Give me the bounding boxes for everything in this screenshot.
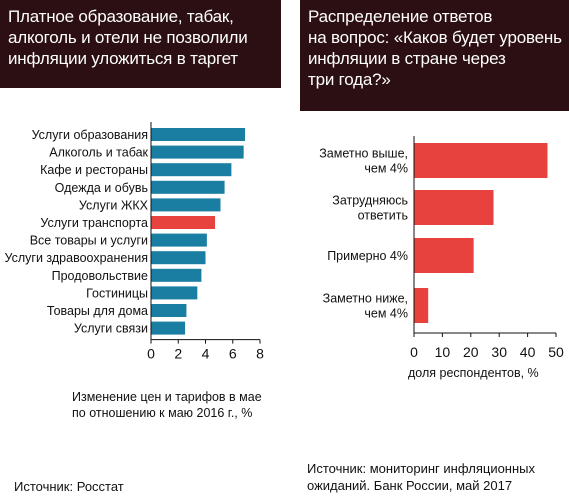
left-x-tick-label: 0: [147, 346, 155, 362]
left-x-tick-label: 2: [174, 346, 182, 362]
left-category-label: Одежда и обувь: [55, 181, 148, 195]
left-x-axis-label-line: Изменение цен и тарифов в мае: [72, 390, 262, 404]
left-category-label: Продовольствие: [52, 269, 148, 283]
right-category-label: чем 4%: [364, 162, 408, 176]
left-category-label: Услуги связи: [74, 322, 148, 336]
right-chart-title: Распределение ответов на вопрос: «Каков …: [300, 0, 569, 111]
right-bar: [414, 190, 494, 225]
left-bar: [151, 128, 246, 141]
right-x-tick-label: 30: [491, 344, 507, 360]
left-bar: [151, 163, 232, 177]
left-source-text: Источник: Росстат: [14, 479, 124, 494]
left-category-label: Услуги ЖКХ: [79, 198, 149, 212]
left-category-label: Все товары и услуги: [30, 234, 148, 248]
left-panel: Платное образование, табак, алкоголь и о…: [0, 0, 281, 500]
left-bar: [151, 233, 207, 247]
right-x-tick-label: 10: [435, 344, 451, 360]
left-category-label: Гостиницы: [86, 286, 148, 300]
right-category-label: чем 4%: [364, 307, 408, 321]
right-category-label: Примерно 4%: [327, 249, 408, 263]
right-x-tick-label: 20: [463, 344, 479, 360]
right-x-tick-label: 50: [548, 344, 564, 360]
right-category-label: Затрудняюсь: [332, 194, 408, 208]
right-x-tick-label: 40: [520, 344, 536, 360]
left-title-line: Платное образование, табак,: [8, 7, 234, 26]
left-category-label: Услуги образования: [32, 128, 148, 142]
left-bar: [151, 321, 186, 335]
left-x-tick-label: 6: [229, 346, 237, 362]
left-bar: [151, 304, 187, 317]
right-title-line: Распределение ответов: [308, 7, 493, 26]
right-bar: [414, 288, 429, 323]
left-x-tick-label: 8: [256, 346, 264, 362]
right-panel: Распределение ответов на вопрос: «Каков …: [300, 0, 569, 500]
left-category-label: Услуги здравоохранения: [5, 251, 149, 265]
right-bar: [414, 238, 474, 273]
left-x-axis-label-line: по отношению к маю 2016 г., %: [72, 406, 253, 420]
left-bar: [151, 216, 216, 229]
right-title-line: три года?»: [308, 70, 391, 89]
left-title-line: алкоголь и отели не позволили: [8, 28, 248, 47]
right-category-label: ответить: [358, 209, 408, 223]
right-source-line: Источник: мониторинг инфляционных: [307, 461, 536, 476]
left-bar: [151, 145, 244, 159]
left-chart-title: Платное образование, табак, алкоголь и о…: [0, 0, 281, 88]
right-bar-chart: Заметно выше,чем 4%ЗатрудняюсьответитьПр…: [319, 136, 564, 380]
right-x-tick-label: 0: [410, 344, 418, 360]
right-bar: [414, 143, 548, 178]
left-bar: [151, 198, 221, 212]
left-bar: [151, 268, 202, 282]
right-title-line: инфляции в стране через: [308, 49, 506, 68]
left-bar: [151, 286, 198, 300]
left-category-label: Услуги транспорта: [40, 216, 148, 230]
right-category-label: Заметно ниже,: [323, 292, 408, 306]
left-title-line: инфляции уложиться в таргет: [8, 49, 238, 68]
left-source: Источник: Росстат: [14, 478, 124, 495]
right-source: Источник: мониторинг инфляционных ожидан…: [307, 460, 535, 494]
left-x-tick-label: 4: [202, 346, 210, 362]
left-x-axis-label: Изменение цен и тарифов в мае по отношен…: [72, 389, 262, 421]
right-category-label: Заметно выше,: [319, 147, 408, 161]
left-category-label: Алкоголь и табак: [49, 146, 148, 160]
left-bar-chart: Услуги образования Алкоголь и табак Кафе и…: [5, 122, 264, 362]
left-bar: [151, 251, 206, 265]
left-category-label: Кафе и рестораны: [40, 163, 148, 177]
right-source-line: ожиданий. Банк России, май 2017: [307, 478, 513, 493]
left-bar: [151, 180, 225, 194]
right-x-axis-label: доля респондентов, %: [408, 366, 539, 380]
left-category-label: Товары для дома: [47, 304, 148, 318]
right-title-line: на вопрос: «Каков будет уровень: [308, 28, 562, 47]
